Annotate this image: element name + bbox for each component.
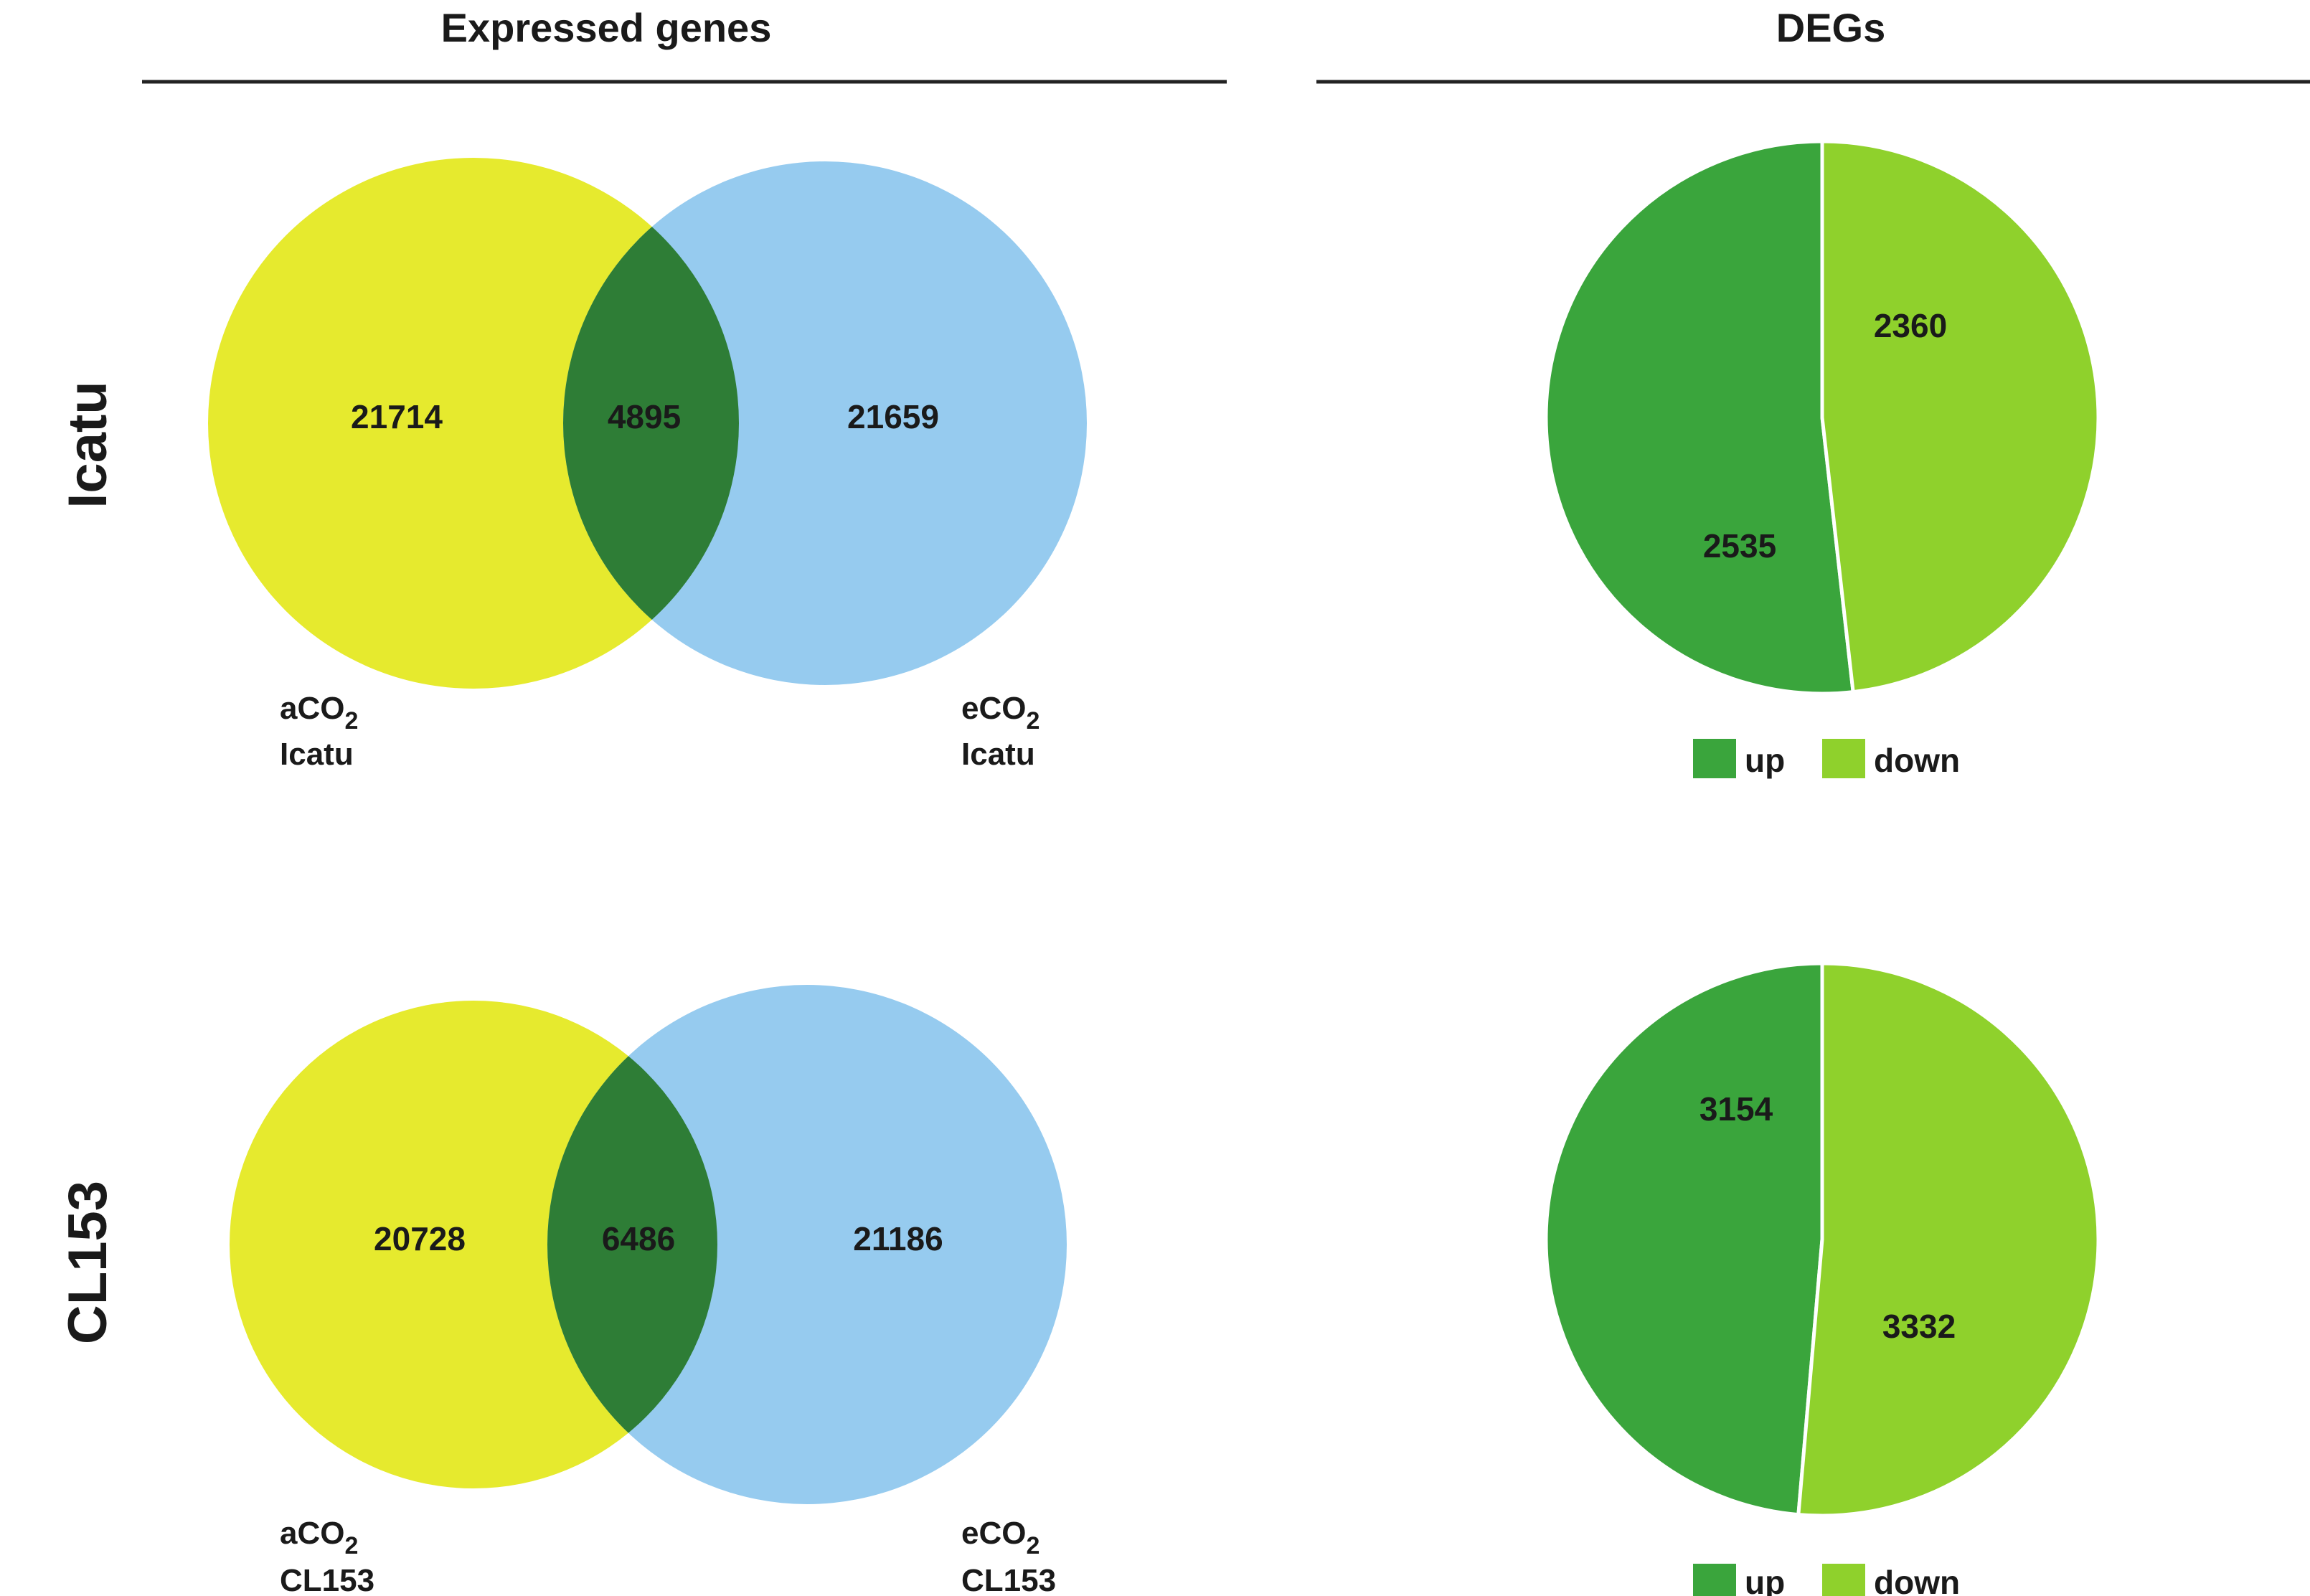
venn-value-only-aco2-icatu: 21714 <box>351 398 443 435</box>
venn-set-label-eco2-cl153: eCO2 <box>961 1516 1040 1559</box>
venn-cl153: 20728 6486 21186 aCO2 CL153 eCO2 CL153 <box>230 985 1067 1596</box>
venn-overlap-icatu <box>563 161 739 685</box>
venn-set-sub-eco2-icatu: Icatu <box>961 737 1035 772</box>
legend-swatch-down-cl153 <box>1822 1564 1865 1596</box>
legend-label-up-cl153: up <box>1745 1564 1785 1596</box>
legend-swatch-up-icatu <box>1693 739 1736 778</box>
venn-set-sub-aco2-icatu: Icatu <box>280 737 354 772</box>
row-label-cl153: CL153 <box>57 1181 118 1344</box>
legend-label-down-icatu: down <box>1874 742 1960 779</box>
header-expressed-genes: Expressed genes <box>441 5 772 50</box>
venn-value-only-eco2-cl153: 21186 <box>853 1220 943 1257</box>
venn-value-only-aco2-cl153: 20728 <box>374 1220 466 1257</box>
venn-set-label-eco2-icatu: eCO2 <box>961 691 1040 735</box>
venn-icatu: 21714 4895 21659 aCO2 Icatu eCO2 Icatu <box>208 158 1087 772</box>
pie-slice-down-icatu <box>1820 139 2101 694</box>
header-degs: DEGs <box>1776 5 1886 50</box>
pie-slice-up-cl153 <box>1544 961 1824 1517</box>
venn-set-label-aco2-icatu: aCO2 <box>280 691 358 735</box>
pie-slice-down-cl153 <box>1796 961 2101 1518</box>
venn-value-both-cl153: 6486 <box>602 1220 675 1257</box>
venn-set-label-aco2-cl153: aCO2 <box>280 1516 358 1559</box>
legend-label-down-cl153: down <box>1874 1564 1960 1596</box>
pie-label-down-icatu: 2360 <box>1874 307 1947 344</box>
pie-icatu: 2535 2360 <box>1544 139 2101 696</box>
venn-value-both-icatu: 4895 <box>608 398 681 435</box>
venn-set-sub-eco2-cl153: CL153 <box>961 1563 1056 1596</box>
legend-swatch-down-icatu <box>1822 739 1865 778</box>
pie-label-up-icatu: 2535 <box>1703 527 1776 565</box>
legend-swatch-up-cl153 <box>1693 1564 1736 1596</box>
pie-label-up-cl153: 3154 <box>1700 1090 1773 1128</box>
pie-cl153: 3154 3332 <box>1544 961 2101 1518</box>
row-label-icatu: Icatu <box>57 381 118 508</box>
pie-slice-up-icatu <box>1544 139 1855 696</box>
pie-label-down-cl153: 3332 <box>1882 1308 1956 1345</box>
venn-overlap-cl153 <box>547 1001 717 1488</box>
pie-legend-cl153: up down <box>1693 1564 1960 1596</box>
venn-set-sub-aco2-cl153: CL153 <box>280 1563 374 1596</box>
legend-label-up-icatu: up <box>1745 742 1785 779</box>
venn-value-only-eco2-icatu: 21659 <box>847 398 939 435</box>
pie-legend-icatu: up down <box>1693 739 1960 779</box>
